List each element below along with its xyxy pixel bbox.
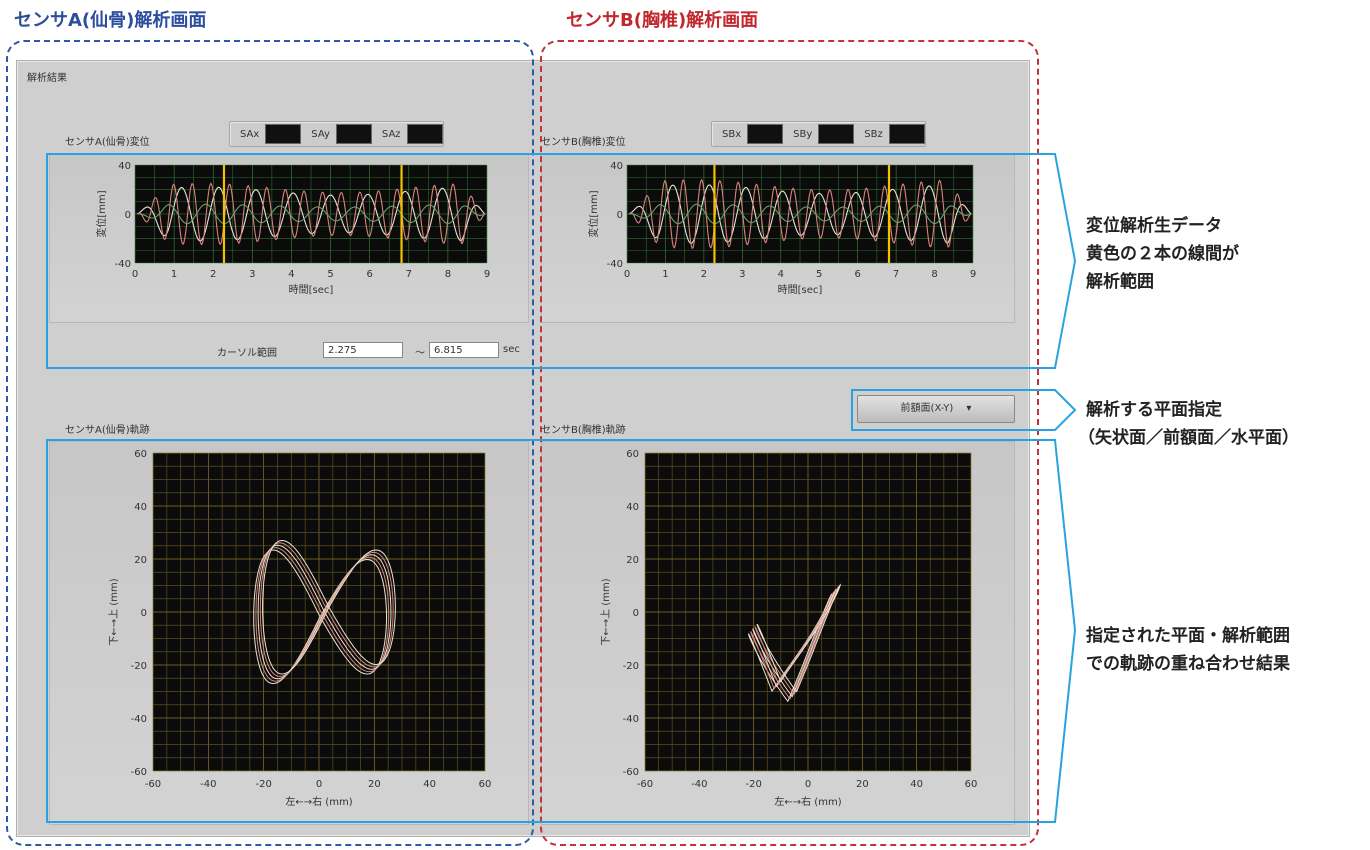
annotation-line: （矢状面／前額面／水平面） bbox=[1078, 428, 1299, 448]
sensor-a-dashed-frame bbox=[6, 40, 534, 846]
legend-label-sby: SBy bbox=[793, 128, 813, 140]
annotation-line: 黄色の２本の線間が bbox=[1086, 244, 1239, 264]
sensor-b-dashed-frame bbox=[540, 40, 1039, 846]
legend-a: SAx SAy SAz bbox=[229, 121, 444, 147]
sensor-b-heading: センサB(胸椎)解析画面 bbox=[566, 10, 759, 31]
annotation-line: 解析範囲 bbox=[1086, 272, 1154, 292]
legend-label-sbx: SBx bbox=[722, 128, 742, 140]
legend-swatch-sbx[interactable] bbox=[747, 124, 784, 144]
displacement-title-a: センサA(仙骨)変位 bbox=[65, 137, 150, 148]
sensor-a-heading: センサA(仙骨)解析画面 bbox=[14, 10, 207, 31]
trajectory-title-a: センサA(仙骨)軌跡 bbox=[65, 425, 150, 436]
legend-swatch-say[interactable] bbox=[335, 124, 372, 144]
legend-label-sbz: SBz bbox=[864, 128, 883, 140]
legend-label-say: SAy bbox=[311, 128, 330, 140]
annotation-line: 変位解析生データ bbox=[1086, 216, 1222, 236]
displacement-title-b: センサB(胸椎)変位 bbox=[541, 137, 626, 148]
legend-label-saz: SAz bbox=[381, 128, 401, 140]
legend-swatch-saz[interactable] bbox=[406, 124, 443, 144]
legend-swatch-sax[interactable] bbox=[265, 124, 302, 144]
legend-swatch-sbz[interactable] bbox=[888, 124, 925, 144]
group-label: 解析結果 bbox=[27, 73, 67, 84]
annotation-trajectory: 指定された平面・解析範囲 での軌跡の重ね合わせ結果 bbox=[1086, 622, 1290, 678]
annotation-displacement: 変位解析生データ 黄色の２本の線間が 解析範囲 bbox=[1086, 212, 1239, 296]
annotation-line: 指定された平面・解析範囲 bbox=[1086, 626, 1290, 646]
annotation-line: での軌跡の重ね合わせ結果 bbox=[1086, 654, 1290, 674]
legend-label-sax: SAx bbox=[240, 128, 260, 140]
trajectory-title-b: センサB(胸椎)軌跡 bbox=[541, 425, 626, 436]
legend-b: SBx SBy SBz bbox=[711, 121, 926, 147]
annotation-plane: 解析する平面指定 （矢状面／前額面／水平面） bbox=[1078, 396, 1299, 452]
annotation-line: 解析する平面指定 bbox=[1086, 400, 1222, 420]
legend-swatch-sby[interactable] bbox=[818, 124, 855, 144]
